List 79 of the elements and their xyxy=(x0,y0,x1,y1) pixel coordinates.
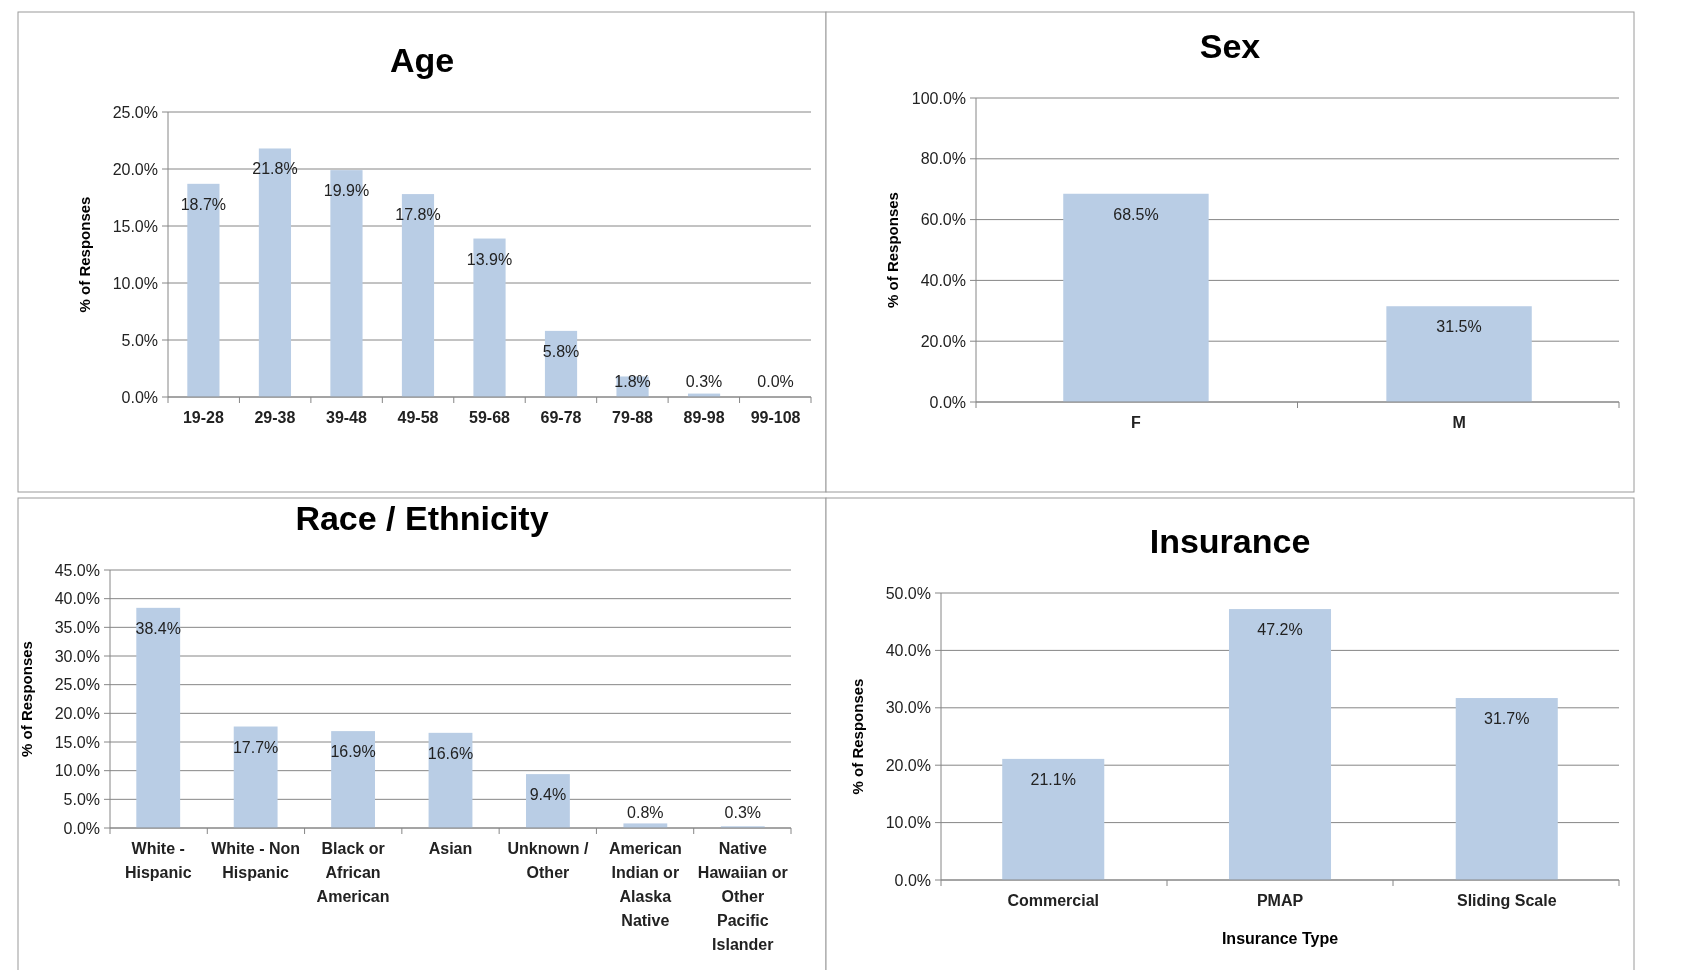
x-tick-label: 99-108 xyxy=(750,409,801,426)
y-tick-label: 20.0% xyxy=(54,704,100,722)
x-tick-label: 39-48 xyxy=(325,409,368,426)
y-axis-title: % of Responses xyxy=(884,192,901,308)
y-tick-label: 100.0% xyxy=(911,89,966,107)
y-tick-label: 5.0% xyxy=(63,790,100,808)
x-tick-label: American Indian or Alaska Native xyxy=(608,840,682,929)
x-tick-label: 29-38 xyxy=(254,409,296,426)
chart-title: Race / Ethnicity xyxy=(295,499,549,537)
data-label: 0.8% xyxy=(627,804,664,821)
data-label: 0.3% xyxy=(685,373,723,390)
y-tick-label: 10.0% xyxy=(54,762,100,780)
y-tick-label: 0.0% xyxy=(929,393,966,411)
x-tick-label: Commercial xyxy=(1007,892,1100,909)
y-tick-label: 40.0% xyxy=(885,642,931,659)
data-label: 0.3% xyxy=(724,804,762,821)
data-label: 1.8% xyxy=(614,373,651,390)
data-label: 21.1% xyxy=(1030,770,1076,788)
data-label: 31.7% xyxy=(1484,710,1530,728)
x-tick-label: 59-68 xyxy=(469,409,511,426)
y-tick-label: 20.0% xyxy=(885,756,931,774)
y-tick-label: 20.0% xyxy=(920,332,966,350)
x-tick-label: White - Non Hispanic xyxy=(211,840,301,881)
x-tick-label: White - Hispanic xyxy=(124,840,192,881)
x-tick-label: 69-78 xyxy=(540,409,582,426)
x-tick-label: Native Hawaiian or Other Pacific Islander xyxy=(697,840,788,953)
y-axis-title: % of Responses xyxy=(18,641,35,757)
y-tick-label: 15.0% xyxy=(112,217,158,235)
data-label: 5.8% xyxy=(542,342,580,360)
x-tick-label: Asian xyxy=(428,840,473,857)
data-label: 0.0% xyxy=(757,373,794,390)
y-tick-label: 25.0% xyxy=(112,103,158,121)
y-tick-label: 45.0% xyxy=(54,561,100,579)
x-tick-label: Unknown / Other xyxy=(507,840,589,881)
x-tick-label: Black or African American xyxy=(316,840,390,905)
chart-title: Sex xyxy=(1199,27,1261,65)
data-label: 68.5% xyxy=(1113,205,1159,223)
y-tick-label: 80.0% xyxy=(920,150,966,168)
y-tick-label: 15.0% xyxy=(54,733,100,751)
y-tick-label: 10.0% xyxy=(112,274,158,292)
chart-title: Age xyxy=(389,41,455,79)
y-axis-title: % of Responses xyxy=(849,678,866,795)
data-label: 21.8% xyxy=(252,160,298,178)
data-label: 17.8% xyxy=(395,206,441,224)
y-tick-label: 30.0% xyxy=(54,647,100,665)
y-tick-label: 0.0% xyxy=(894,871,931,889)
y-tick-label: 50.0% xyxy=(885,584,931,602)
y-tick-label: 25.0% xyxy=(54,676,100,694)
y-tick-label: 60.0% xyxy=(920,211,966,229)
y-tick-label: 30.0% xyxy=(885,699,931,717)
x-tick-label: M xyxy=(1452,414,1466,431)
data-label: 18.7% xyxy=(180,195,227,213)
data-label: 19.9% xyxy=(323,182,370,200)
chart-title: Insurance xyxy=(1149,522,1311,560)
data-label: 38.4% xyxy=(135,619,181,637)
y-tick-label: 0.0% xyxy=(121,388,158,406)
y-tick-label: 0.0% xyxy=(63,819,100,837)
y-tick-label: 20.0% xyxy=(112,160,158,178)
x-tick-label: 49-58 xyxy=(397,409,439,426)
data-label: 13.9% xyxy=(466,250,513,268)
x-tick-label: 79-88 xyxy=(612,409,654,426)
data-label: 17.7% xyxy=(232,738,279,756)
y-tick-label: 35.0% xyxy=(54,618,100,636)
data-label: 16.9% xyxy=(330,743,376,761)
y-tick-label: 40.0% xyxy=(54,590,100,608)
x-tick-label: Sliding Scale xyxy=(1456,892,1557,909)
data-label: 9.4% xyxy=(529,786,567,804)
x-tick-label: 89-98 xyxy=(683,409,725,426)
x-tick-label: F xyxy=(1131,414,1142,431)
y-tick-label: 10.0% xyxy=(885,814,931,832)
x-axis-title: Insurance Type xyxy=(1221,930,1339,947)
y-axis-title: % of Responses xyxy=(76,196,93,313)
y-tick-label: 40.0% xyxy=(920,272,966,289)
data-label: 31.5% xyxy=(1436,318,1482,336)
x-tick-label: 19-28 xyxy=(182,409,224,426)
x-tick-label: PMAP xyxy=(1256,892,1304,909)
y-tick-label: 5.0% xyxy=(121,331,158,349)
data-label: 16.6% xyxy=(427,744,474,762)
data-label: 47.2% xyxy=(1257,621,1303,639)
